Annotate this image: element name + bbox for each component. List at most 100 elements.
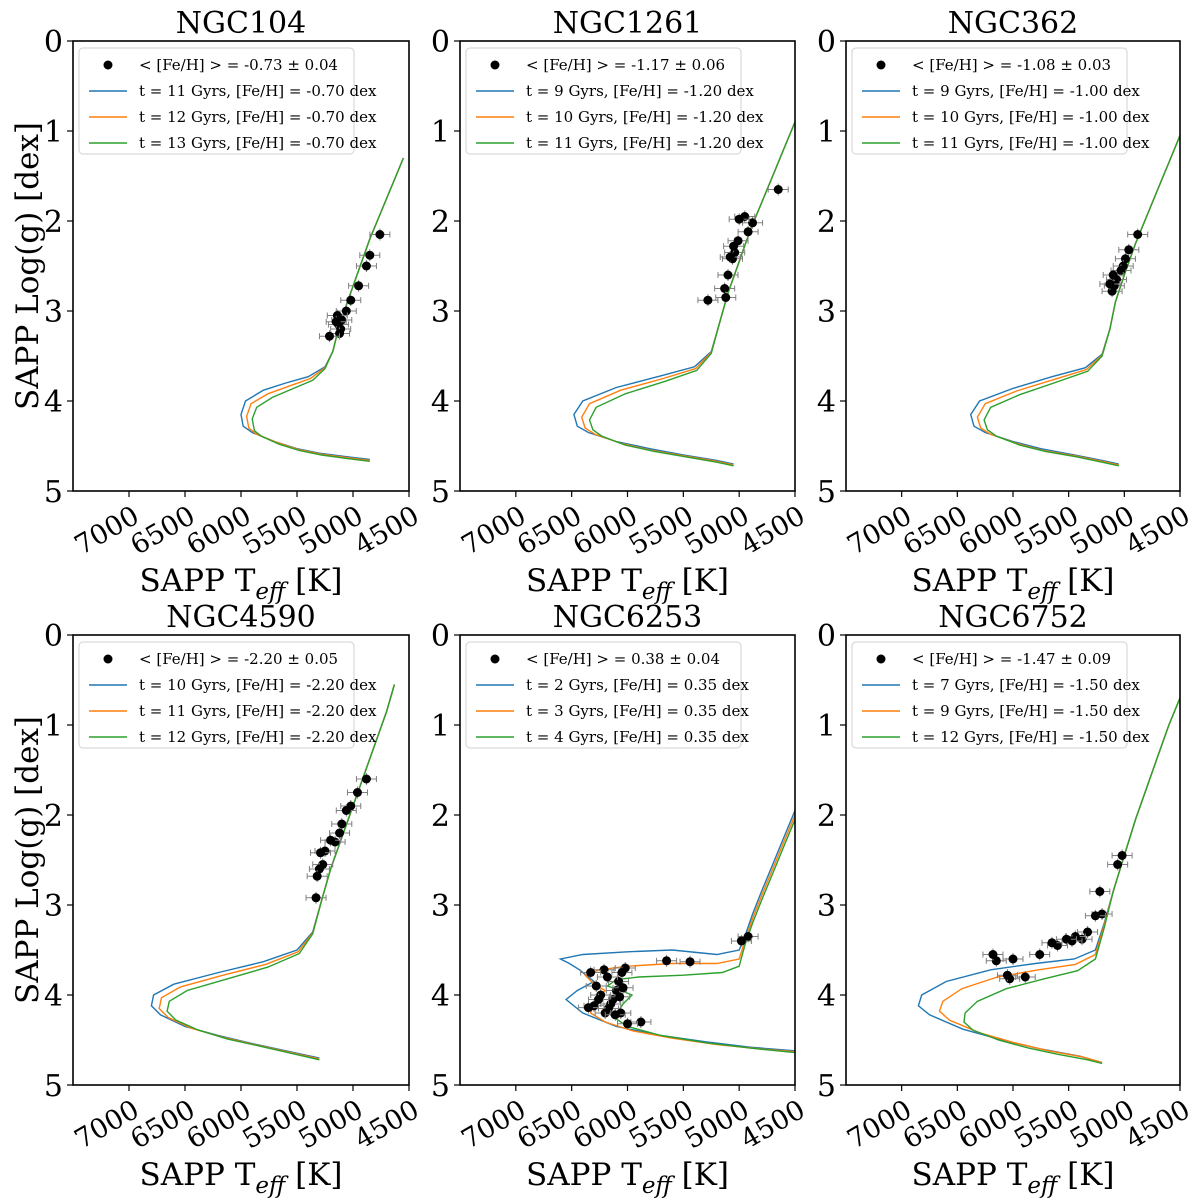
data-point [656,954,678,967]
data-point [1041,936,1063,949]
data-point-marker [1105,279,1115,289]
data-point-marker [729,241,739,251]
data-point [580,966,602,979]
data-point [305,891,327,904]
x-axis-label: SAPP Teff [K] [912,1157,1115,1199]
data-point-marker [1117,851,1127,860]
data-point-marker [1061,934,1071,944]
y-tick-label: 1 [431,709,450,744]
panel-title: NGC1261 [553,6,703,41]
y-tick-label: 3 [44,889,63,924]
legend: < [Fe/H] > = -1.08 ± 0.03 t = 9 Gyrs, [Fe… [851,47,1150,155]
data-point-marker [736,936,746,946]
data-point-marker [1002,970,1012,980]
y-tick-label: 3 [817,889,836,924]
data-point [1099,278,1121,290]
y-tick-label: 2 [431,205,450,240]
plot-area [573,121,795,467]
x-axis-label-sub: eff [1027,1173,1061,1199]
data-point-marker [331,317,341,327]
data-point [329,827,351,839]
legend-box [465,47,742,155]
data-point [996,969,1018,982]
axes-frame [845,40,1181,492]
y-tick-label: 2 [817,799,836,834]
legend: < [Fe/H] > = -1.47 ± 0.09 t = 7 Gyrs, [Fe… [851,641,1150,749]
panel-title: NGC6752 [938,600,1088,635]
data-point-marker [1095,887,1105,896]
data-point [1014,971,1036,983]
data-point [742,216,764,229]
data-point [697,294,719,307]
data-point [587,993,609,1006]
isochrone-line-3 [166,684,396,1061]
data-point [318,330,340,343]
legend-label-1: t = 11 Gyrs, [Fe/H] = -0.70 dex [139,82,377,100]
x-axis-label: SAPP Teff [K] [140,1157,343,1199]
data-point-marker [324,331,334,341]
y-tick-label: 2 [817,205,836,240]
data-point [717,269,739,281]
data-point [1055,933,1077,946]
data-point-marker [1083,927,1093,937]
y-tick-label: 5 [431,475,450,510]
legend-box [465,641,742,749]
y-tick-label: 3 [44,295,63,330]
legend-point-marker [103,654,113,664]
legend-label-2: t = 12 Gyrs, [Fe/H] = -0.70 dex [139,108,377,126]
legend-label-1: t = 2 Gyrs, [Fe/H] = 0.35 dex [526,676,749,694]
y-tick-label: 4 [431,979,450,1014]
data-point [335,804,357,817]
x-axis-label-sub: eff [642,579,676,605]
y-tick-label: 0 [431,619,450,654]
data-point-marker [734,214,744,224]
data-point [331,818,353,830]
legend-label-3: t = 11 Gyrs, [Fe/H] = -1.20 dex [526,134,764,152]
x-tick-label: 4500 [735,500,810,561]
legend: < [Fe/H] > = -2.20 ± 0.05 t = 10 Gyrs, [F… [78,641,377,749]
data-point-marker [586,968,596,977]
data-point-marker [365,250,375,260]
data-point-marker [773,185,783,194]
x-axis-label: SAPP Teff [K] [526,1157,729,1199]
data-point-marker [725,252,735,262]
data-point [355,773,377,785]
y-tick-label: 0 [44,25,63,60]
x-axis-label-sub: eff [255,1173,289,1199]
y-tick-label: 1 [44,115,63,150]
legend-point-marker [103,60,113,70]
data-point-marker [1124,245,1134,255]
legend-label-3: t = 4 Gyrs, [Fe/H] = 0.35 dex [526,728,749,746]
isochrone-line-3 [963,697,1180,1065]
data-point-marker [352,788,362,797]
isochrone-line-3 [983,135,1180,467]
legend-points-label: < [Fe/H] > = 0.38 ± 0.04 [526,650,720,668]
data-point [355,260,377,272]
x-tick-label: 4500 [1120,1094,1195,1155]
axes-frame [72,634,410,1086]
data-point-marker [721,293,731,302]
legend-label-2: t = 9 Gyrs, [Fe/H] = -1.50 dex [912,702,1140,720]
data-point [1118,243,1140,256]
isochrone-line-2 [976,135,1180,466]
data-point-marker [748,218,758,228]
data-point-marker [703,295,713,305]
x-axis-label: SAPP Teff [K] [526,563,729,605]
x-axis-label-unit: [K] [1057,563,1114,599]
data-point [369,228,391,241]
x-tick-label: 4500 [349,500,424,561]
y-tick-label: 5 [817,1069,836,1104]
y-tick-label: 1 [44,709,63,744]
isochrone-line-1 [917,697,1180,1064]
isochrone-line-3 [605,819,795,1054]
y-tick-label: 4 [431,385,450,420]
data-point-marker [602,972,612,982]
data-point [728,213,750,226]
legend: < [Fe/H] > = 0.38 ± 0.04 t = 2 Gyrs, [Fe/… [465,641,749,749]
data-point-marker [623,1019,632,1029]
axes-frame [845,634,1181,1086]
